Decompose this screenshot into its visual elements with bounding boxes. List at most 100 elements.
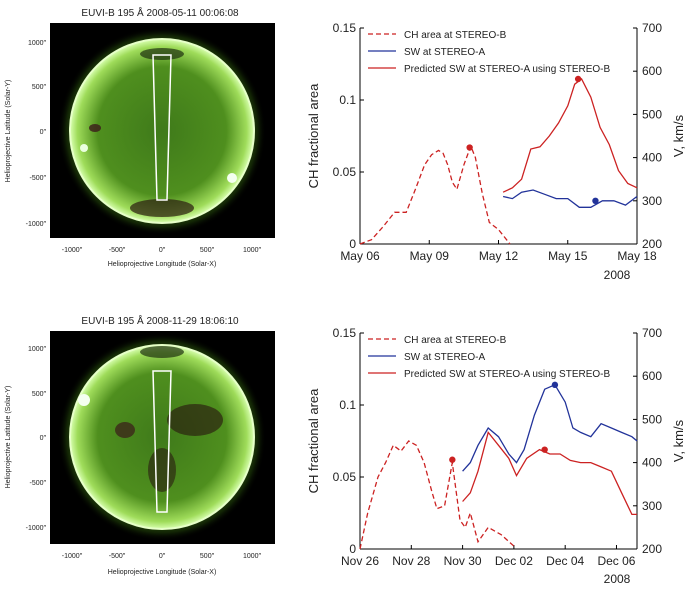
image-xtick: 500″ bbox=[200, 247, 215, 254]
solar-image-panel-2: EUVI-B 195 Å 2008-11-29 18:06:10 Heliopr… bbox=[5, 314, 275, 576]
left-tick-label: 0 bbox=[349, 237, 356, 251]
left-tick-label: 0.15 bbox=[333, 326, 357, 340]
series-marker bbox=[449, 456, 456, 463]
central-meridian-slice bbox=[152, 54, 172, 201]
x-tick-label: May 15 bbox=[548, 249, 588, 263]
image-ylabel: Helioprojective Latitude (Solar-Y) bbox=[5, 386, 12, 489]
right-tick-label: 400 bbox=[642, 151, 662, 165]
right-tick-label: 700 bbox=[642, 21, 662, 35]
year-label: 2008 bbox=[604, 268, 631, 282]
legend-label: CH area at STEREO-B bbox=[404, 30, 507, 41]
image-xlabel: Helioprojective Longitude (Solar-X) bbox=[108, 261, 217, 268]
right-axis-label: V, km/s bbox=[671, 114, 686, 157]
right-tick-label: 200 bbox=[642, 237, 662, 251]
right-tick-label: 300 bbox=[642, 499, 662, 513]
x-tick-label: Nov 28 bbox=[392, 554, 430, 568]
image-ytick: -500″ bbox=[30, 480, 47, 487]
sun-disk bbox=[70, 39, 254, 223]
x-tick-label: May 06 bbox=[340, 249, 380, 263]
right-tick-label: 700 bbox=[642, 326, 662, 340]
right-tick-label: 200 bbox=[642, 542, 662, 556]
coronal-hole bbox=[148, 448, 176, 492]
legend-label: Predicted SW at STEREO-A using STEREO-B bbox=[404, 64, 611, 75]
x-tick-label: May 12 bbox=[479, 249, 519, 263]
series-line bbox=[502, 78, 638, 193]
coronal-hole bbox=[89, 124, 101, 132]
image-xtick: -1000″ bbox=[62, 553, 83, 560]
series-marker bbox=[551, 381, 559, 389]
image-ytick: -1000″ bbox=[26, 525, 47, 532]
image-xtick: 1000″ bbox=[243, 553, 262, 560]
coronal-hole bbox=[140, 48, 184, 60]
image-ylabel: Helioprojective Latitude (Solar-Y) bbox=[5, 80, 12, 183]
sun-limb bbox=[69, 38, 255, 224]
right-tick-label: 600 bbox=[642, 369, 662, 383]
series-marker bbox=[574, 75, 582, 83]
x-tick-label: May 18 bbox=[617, 249, 657, 263]
image-ytick: -500″ bbox=[30, 175, 47, 182]
left-tick-label: 0.05 bbox=[333, 470, 357, 484]
series-marker bbox=[592, 197, 599, 204]
bright-region bbox=[78, 394, 90, 406]
right-tick-label: 500 bbox=[642, 107, 662, 121]
series-line bbox=[359, 440, 515, 550]
image-ytick: 0″ bbox=[40, 435, 47, 442]
image-ytick: 0″ bbox=[40, 129, 47, 136]
sun-limb bbox=[69, 344, 255, 530]
x-tick-label: Nov 30 bbox=[444, 554, 482, 568]
image-xtick: 0″ bbox=[159, 553, 166, 560]
image-ytick: 500″ bbox=[32, 391, 47, 398]
series-marker bbox=[541, 446, 548, 453]
x-tick-label: May 09 bbox=[410, 249, 450, 263]
coronal-hole bbox=[115, 422, 135, 438]
x-tick-label: Nov 26 bbox=[341, 554, 379, 568]
image-ytick: 1000″ bbox=[28, 346, 47, 353]
coronal-hole bbox=[130, 199, 194, 217]
image-ytick: 1000″ bbox=[28, 40, 47, 47]
series-line bbox=[502, 189, 638, 208]
left-axis-label: CH fractional area bbox=[306, 388, 321, 494]
legend-label: SW at STEREO-A bbox=[404, 352, 485, 363]
bright-region bbox=[80, 144, 88, 152]
coronal-hole bbox=[167, 404, 223, 436]
timeseries-chart-2: 0 0.05 0.1 0.15 200 300 400 500 600 700 Nov 26 Nov … bbox=[306, 326, 686, 568]
image-xtick: -500″ bbox=[109, 553, 126, 560]
central-meridian-slice bbox=[152, 370, 172, 513]
series-marker bbox=[466, 144, 473, 151]
solar-image-panel-1: EUVI-B 195 Å 2008-05-11 00:06:08 Heliopr… bbox=[5, 6, 275, 268]
sun-disk bbox=[70, 345, 254, 529]
series-line bbox=[359, 144, 511, 245]
image-xtick: -500″ bbox=[109, 247, 126, 254]
series-line bbox=[462, 383, 638, 472]
image-xlabel: Helioprojective Longitude (Solar-X) bbox=[108, 569, 217, 576]
left-tick-label: 0.05 bbox=[333, 165, 357, 179]
left-tick-label: 0.15 bbox=[333, 21, 357, 35]
coronal-hole bbox=[140, 346, 184, 358]
legend-label: Predicted SW at STEREO-A using STEREO-B bbox=[404, 369, 611, 380]
image-ytick: -1000″ bbox=[26, 221, 47, 228]
image-ytick: 500″ bbox=[32, 84, 47, 91]
image-title: EUVI-B 195 Å 2008-11-29 18:06:10 bbox=[81, 314, 239, 327]
right-tick-label: 500 bbox=[642, 412, 662, 426]
year-label: 2008 bbox=[604, 572, 631, 586]
right-tick-label: 600 bbox=[642, 64, 662, 78]
legend-label: CH area at STEREO-B bbox=[404, 335, 507, 346]
image-xtick: 1000″ bbox=[243, 247, 262, 254]
timeseries-chart-1: 0 0.05 0.1 0.15 200 300 400 500 600 700 May 06 May … bbox=[306, 21, 686, 263]
image-xtick: -1000″ bbox=[62, 247, 83, 254]
legend-label: SW at STEREO-A bbox=[404, 47, 485, 58]
x-tick-label: Dec 02 bbox=[495, 554, 533, 568]
left-tick-label: 0.1 bbox=[339, 93, 356, 107]
right-axis-label: V, km/s bbox=[671, 419, 686, 462]
right-tick-label: 400 bbox=[642, 456, 662, 470]
image-xtick: 500″ bbox=[200, 553, 215, 560]
left-tick-label: 0.1 bbox=[339, 398, 356, 412]
left-tick-label: 0 bbox=[349, 542, 356, 556]
right-tick-label: 300 bbox=[642, 194, 662, 208]
bright-region bbox=[227, 173, 237, 183]
x-tick-label: Dec 04 bbox=[546, 554, 584, 568]
image-xtick: 0″ bbox=[159, 247, 166, 254]
image-title: EUVI-B 195 Å 2008-05-11 00:06:08 bbox=[81, 6, 239, 19]
series-line bbox=[462, 430, 637, 516]
